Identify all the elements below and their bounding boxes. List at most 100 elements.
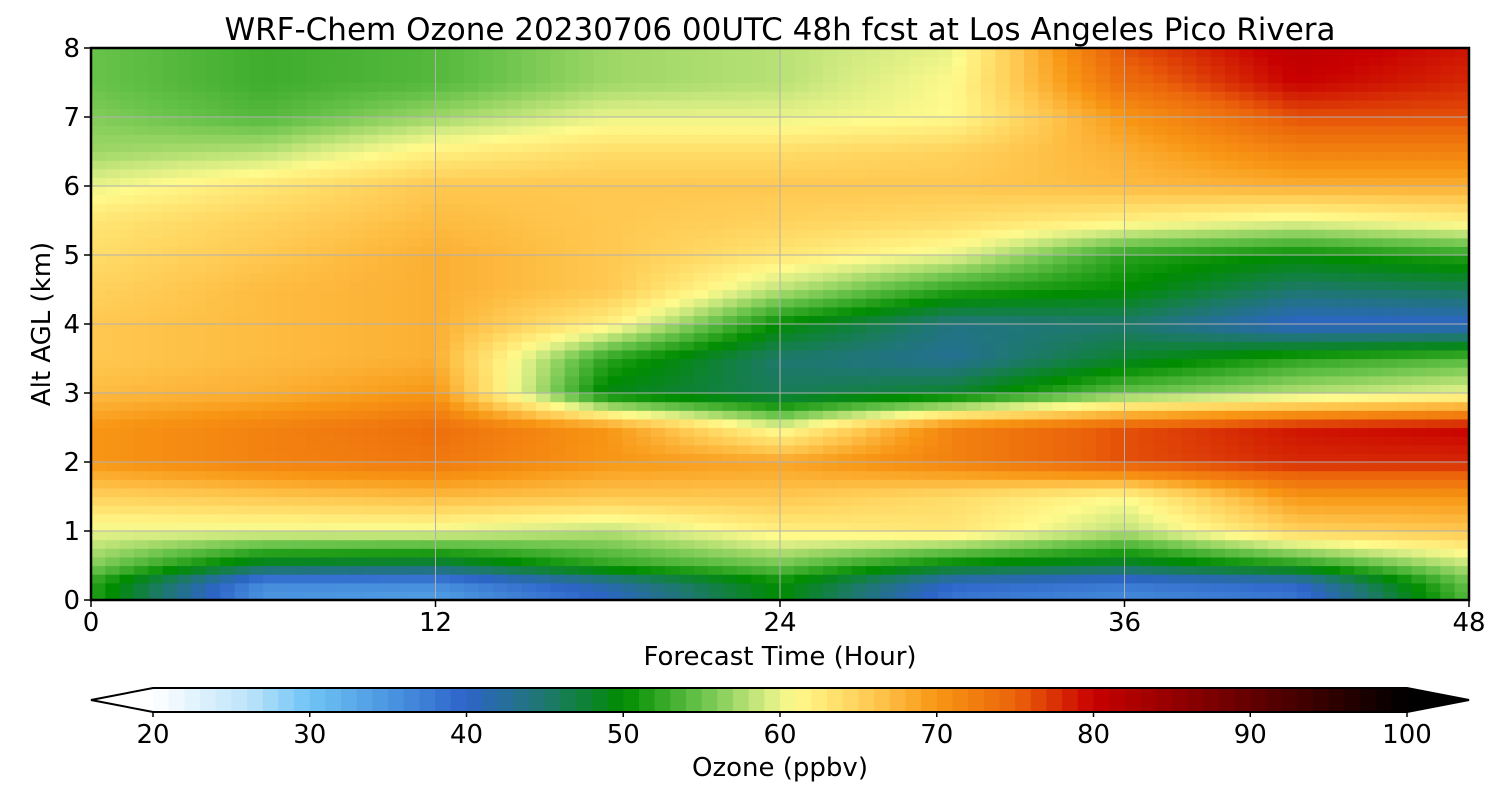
heatmap-cell <box>593 125 609 135</box>
heatmap-cell <box>650 91 666 101</box>
heatmap-cell <box>751 255 767 265</box>
heatmap-cell <box>378 332 394 342</box>
heatmap-cell <box>1038 531 1054 541</box>
heatmap-cell <box>851 496 867 506</box>
heatmap-cell <box>105 462 121 472</box>
heatmap-cell <box>650 582 666 592</box>
heatmap-cell <box>435 280 451 291</box>
heatmap-cell <box>277 384 293 394</box>
heatmap-cell <box>564 315 580 325</box>
heatmap-cell <box>134 246 150 256</box>
heatmap-cell <box>636 496 652 506</box>
heatmap-cell <box>177 177 193 187</box>
heatmap-cell <box>521 263 537 273</box>
heatmap-cell <box>837 315 853 325</box>
heatmap-cell <box>162 306 178 316</box>
heatmap-cell <box>708 99 724 109</box>
heatmap-cell <box>1009 324 1025 334</box>
heatmap-cell <box>263 401 279 411</box>
heatmap-cell <box>349 574 365 584</box>
heatmap-cell <box>1138 151 1154 161</box>
heatmap-cell <box>421 194 437 204</box>
heatmap-cell <box>507 56 523 66</box>
heatmap-cell <box>622 496 638 506</box>
heatmap-cell <box>952 280 968 291</box>
heatmap-cell <box>693 315 709 325</box>
heatmap-cell <box>736 48 752 58</box>
heatmap-cell <box>550 539 566 549</box>
heatmap-cell <box>550 237 566 247</box>
heatmap-cell <box>980 444 996 454</box>
heatmap-cell <box>607 186 623 196</box>
heatmap-cell <box>291 410 307 420</box>
heatmap-cell <box>406 349 422 360</box>
heatmap-cell <box>335 56 350 66</box>
heatmap-cell <box>851 513 867 523</box>
heatmap-cell <box>363 505 379 515</box>
heatmap-cell <box>234 315 250 325</box>
heatmap-cell <box>234 539 250 549</box>
heatmap-cell <box>1153 220 1169 230</box>
heatmap-cell <box>91 539 106 549</box>
heatmap-cell <box>421 203 437 213</box>
heatmap-cell <box>894 151 910 161</box>
heatmap-cell <box>1067 177 1083 187</box>
heatmap-cell <box>1181 203 1197 213</box>
heatmap-cell <box>277 56 293 66</box>
heatmap-cell <box>277 186 293 196</box>
heatmap-cell <box>1110 393 1126 403</box>
heatmap-cell <box>119 306 135 316</box>
heatmap-cell <box>1153 272 1169 282</box>
heatmap-cell <box>421 462 437 472</box>
heatmap-cell <box>851 280 867 291</box>
heatmap-cell <box>736 194 752 204</box>
heatmap-cell <box>966 384 982 394</box>
heatmap-cell <box>335 73 350 84</box>
heatmap-cell <box>421 280 437 291</box>
heatmap-cell <box>478 341 494 351</box>
heatmap-cell <box>650 548 666 558</box>
heatmap-cell <box>866 324 882 334</box>
heatmap-cell <box>335 289 350 299</box>
heatmap-cell <box>564 427 580 437</box>
heatmap-cell <box>593 298 609 308</box>
heatmap-cell <box>406 117 422 127</box>
heatmap-cell <box>392 151 408 161</box>
heatmap-cell <box>579 556 594 567</box>
heatmap-cell <box>780 117 795 127</box>
heatmap-cell <box>134 487 150 498</box>
heatmap-cell <box>320 582 336 592</box>
heatmap-cell <box>521 453 537 463</box>
heatmap-cell <box>1153 384 1169 394</box>
heatmap-cell <box>579 125 594 135</box>
heatmap-cell <box>392 531 408 541</box>
heatmap-cell <box>449 151 465 161</box>
heatmap-cell <box>421 341 437 351</box>
heatmap-cell <box>162 91 178 101</box>
heatmap-cell <box>492 82 508 92</box>
heatmap-cell <box>765 574 781 584</box>
heatmap-cell <box>320 160 336 170</box>
heatmap-cell <box>579 332 594 342</box>
heatmap-cell <box>1052 531 1068 541</box>
heatmap-cell <box>119 237 135 247</box>
heatmap-cell <box>665 574 681 584</box>
heatmap-cell <box>952 91 968 101</box>
heatmap-cell <box>995 479 1011 489</box>
heatmap-cell <box>478 401 494 411</box>
heatmap-cell <box>1052 160 1068 170</box>
heatmap-cell <box>579 73 594 84</box>
heatmap-cell <box>880 134 896 144</box>
heatmap-cell <box>263 194 279 204</box>
heatmap-cell <box>693 272 709 282</box>
heatmap-cell <box>550 108 566 118</box>
heatmap-cell <box>105 410 121 420</box>
heatmap-cell <box>162 298 178 308</box>
heatmap-cell <box>1138 108 1154 118</box>
heatmap-cell <box>162 65 178 75</box>
heatmap-cell <box>808 513 824 523</box>
heatmap-cell <box>1024 56 1039 66</box>
heatmap-cell <box>708 117 724 127</box>
heatmap-cell <box>392 358 408 368</box>
heatmap-cell <box>535 582 551 592</box>
